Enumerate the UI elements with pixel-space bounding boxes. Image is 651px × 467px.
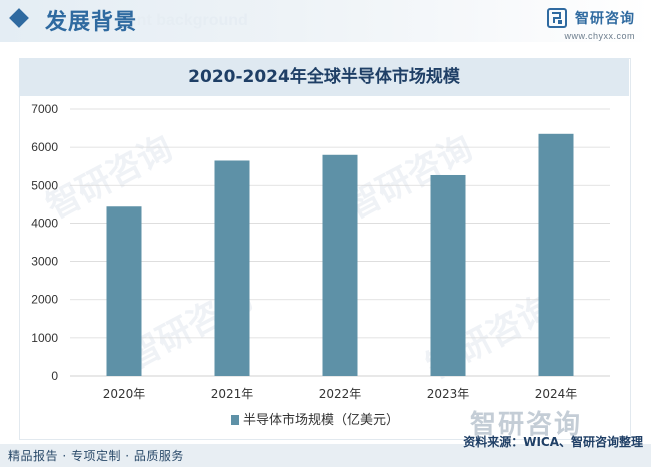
y-tick-label: 5000 (31, 178, 58, 192)
legend-label: 半导体市场规模（亿美元） (243, 412, 399, 428)
brand-url: www.chyxx.com (564, 31, 635, 41)
bar (430, 174, 466, 376)
y-tick-label: 0 (51, 369, 58, 383)
x-tick-label: 2024年 (535, 387, 578, 401)
x-tick-label: 2023年 (427, 387, 470, 401)
brand-name: 智研咨询 (575, 11, 635, 27)
y-tick-label: 7000 (31, 102, 58, 116)
x-tick-label: 2021年 (211, 387, 254, 401)
source-note: 资料来源：WICA、智研咨询整理 (463, 435, 643, 449)
y-tick-label: 6000 (31, 140, 58, 154)
brand: 智研咨询 (546, 8, 635, 28)
footer-logo: 智研咨询 (470, 410, 583, 440)
bar (106, 206, 142, 376)
section-title: 发展背景 (45, 10, 138, 35)
x-tick-label: 2022年 (319, 387, 362, 401)
y-tick-label: 4000 (31, 216, 58, 230)
legend-swatch (231, 415, 239, 425)
bar (538, 133, 574, 376)
y-tick-label: 2000 (31, 293, 58, 307)
x-tick-label: 2020年 (103, 387, 146, 401)
section-header (0, 0, 651, 42)
chart-title-band (19, 58, 629, 96)
bar (214, 160, 250, 376)
footer-bar (0, 444, 651, 467)
footer-tagline: 精品报告 · 专项定制 · 品质服务 (8, 449, 184, 463)
y-tick-label: 1000 (31, 331, 58, 345)
brand-logo-icon (546, 8, 567, 28)
section-subtitle: nent background (118, 12, 248, 29)
chart-title: 2020-2024年全球半导体市场规模 (188, 67, 460, 87)
y-tick-label: 3000 (31, 255, 58, 269)
bar (322, 154, 358, 376)
